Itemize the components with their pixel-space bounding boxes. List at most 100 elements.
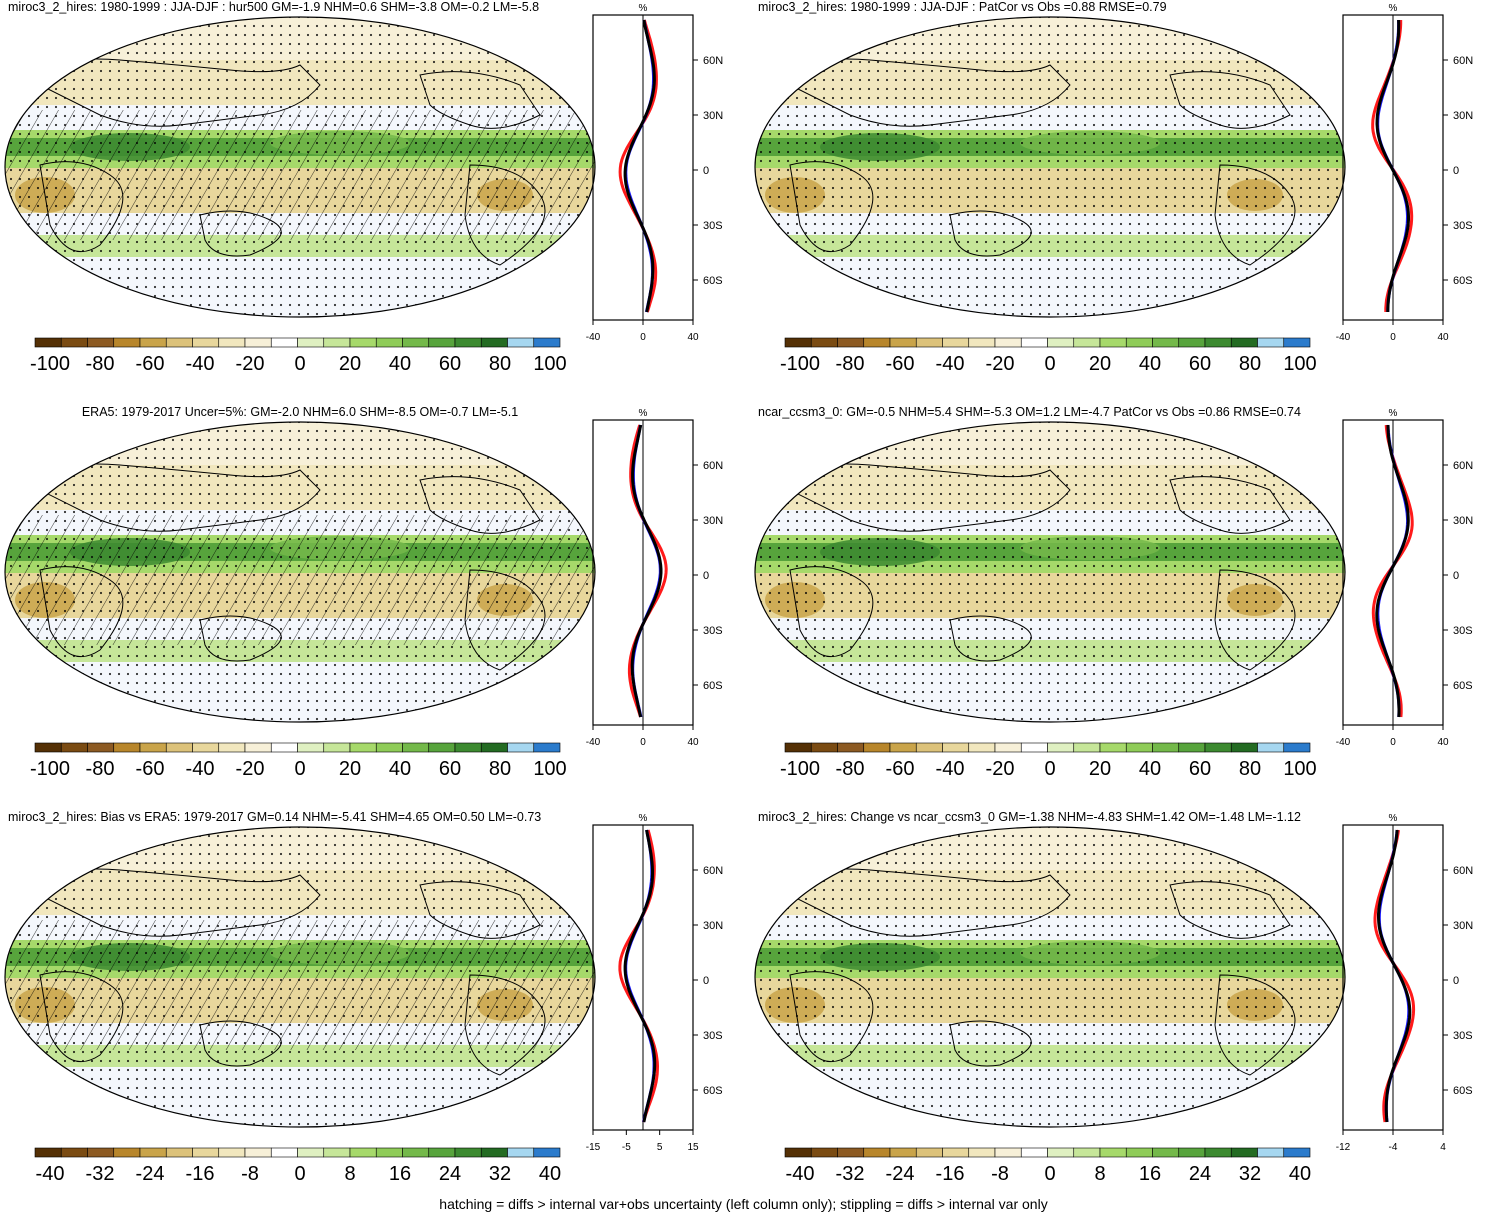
- colorbar-swatch: [1257, 337, 1285, 348]
- colorbar-swatch: [1073, 1147, 1101, 1158]
- colorbar-tick-label: 80: [489, 353, 511, 375]
- coastline: [789, 161, 874, 253]
- colorbar-tick-label: 80: [489, 758, 511, 780]
- colorbar-swatch: [1152, 742, 1180, 753]
- colorbar-tick-label: -40: [936, 353, 965, 375]
- colorbar-swatch: [1099, 742, 1127, 753]
- colorbar-tick-label: -20: [236, 758, 265, 780]
- colorbar-tick-label: 24: [439, 1163, 461, 1185]
- panel-title: miroc3_2_hires: Change vs ncar_ccsm3_0 G…: [758, 810, 1301, 824]
- colorbar-tick-label: -100: [30, 353, 70, 375]
- colorbar-swatch: [402, 742, 430, 753]
- colorbar-tick-label: -100: [780, 353, 820, 375]
- stippling-overlay: [755, 827, 1345, 1127]
- colorbar-swatch: [34, 742, 62, 753]
- hatching-overlay: [5, 515, 595, 645]
- colorbar-swatch: [784, 1147, 812, 1158]
- colorbar-swatch: [1020, 1147, 1048, 1158]
- black-zonal-curve: [1375, 19, 1410, 313]
- zonal-mean-plot: % -40 0 40 60N 30N 0 30S 60S: [586, 3, 723, 343]
- colorbar-swatch: [1152, 1147, 1180, 1158]
- black-zonal-curve: [623, 829, 657, 1123]
- colorbar-swatch: [218, 742, 246, 753]
- colorbar-tick-label: 16: [389, 1163, 411, 1185]
- colorbar-swatch: [1257, 742, 1285, 753]
- colorbar-swatch: [837, 1147, 865, 1158]
- map-panel-5: miroc3_2_hires: Bias vs ERA5: 1979-2017 …: [0, 810, 740, 1215]
- colorbar-swatch: [1257, 1147, 1285, 1158]
- latitude-tick-label: 60S: [703, 1085, 723, 1097]
- colorbar-tick-label: 0: [294, 1163, 305, 1185]
- colorbar-swatch: [810, 337, 838, 348]
- map-frame: [4, 16, 596, 318]
- colorbar-swatch: [810, 742, 838, 753]
- zonal-mean-plot: % -12 -4 4 60N 30N 0 30S 60S: [1336, 813, 1473, 1153]
- colorbar-swatch: [889, 742, 917, 753]
- zonal-x-tick-label: 15: [687, 1142, 699, 1153]
- colorbar-tick-label: 0: [1044, 1163, 1055, 1185]
- coastline: [18, 58, 321, 127]
- black-zonal-curve: [630, 424, 663, 718]
- colorbar-swatch: [1125, 1147, 1153, 1158]
- latitude-tick-label: 0: [1453, 570, 1459, 582]
- colorbar-swatch: [533, 1147, 561, 1158]
- colorbar-swatch: [810, 1147, 838, 1158]
- colorbar-tick-label: 0: [1044, 758, 1055, 780]
- colorbar-tick-label: -20: [986, 353, 1015, 375]
- colorbar-swatch: [942, 1147, 970, 1158]
- colorbar-tick-label: 40: [389, 353, 411, 375]
- colorbar-swatch: [297, 742, 325, 753]
- zonal-unit-label: %: [1389, 408, 1398, 419]
- latitude-tick-label: 30N: [1453, 515, 1473, 527]
- colorbar-tick-label: -40: [186, 758, 215, 780]
- colorbar-tick-label: -80: [836, 353, 865, 375]
- colorbar-tick-label: 0: [294, 353, 305, 375]
- colorbar-swatch: [784, 337, 812, 348]
- colorbar-swatch: [1020, 742, 1048, 753]
- colorbar-tick-label: 0: [294, 758, 305, 780]
- coastline: [419, 476, 541, 534]
- latitude-tick-label: 30N: [1453, 920, 1473, 932]
- colorbar-tick-label: -100: [780, 758, 820, 780]
- coastline: [199, 210, 282, 257]
- blue-zonal-curve: [1377, 829, 1411, 1123]
- colorbar-tick-label: -24: [136, 1163, 165, 1185]
- colorbar-swatch: [1073, 742, 1101, 753]
- colorbar-tick-label: 0: [1044, 353, 1055, 375]
- coastline: [464, 974, 546, 1076]
- robinson-map: [754, 826, 1346, 1128]
- colorbar-swatch: [1125, 742, 1153, 753]
- colorbar-swatch: [165, 337, 193, 348]
- map-panel-3: ERA5: 1979-2017 Uncer=5%: GM=-2.0 NHM=6.…: [0, 405, 740, 810]
- colorbar-swatch: [192, 1147, 220, 1158]
- zonal-x-tick-label: 40: [687, 332, 699, 343]
- colorbar-tick-label: -60: [136, 353, 165, 375]
- coastline: [949, 615, 1032, 662]
- coastline: [1169, 881, 1291, 939]
- coastline: [18, 868, 321, 937]
- colorbar-tick-label: 8: [344, 1163, 355, 1185]
- colorbar-swatch: [1283, 337, 1311, 348]
- blue-zonal-curve: [624, 829, 656, 1123]
- colorbar-tick-label: 60: [439, 353, 461, 375]
- map-field: [755, 422, 1345, 722]
- colorbar-swatch: [60, 742, 88, 753]
- colorbar-swatch: [454, 1147, 482, 1158]
- colorbar-tick-label: -40: [786, 1163, 815, 1185]
- colorbar-swatch: [1204, 1147, 1232, 1158]
- colorbar-swatch: [1230, 337, 1258, 348]
- colorbar-swatch: [889, 337, 917, 348]
- latitude-tick-label: 30N: [703, 515, 723, 527]
- latitude-tick-label: 60N: [703, 460, 723, 472]
- colorbar-swatch: [915, 742, 943, 753]
- zonal-mean-plot: % -40 0 40 60N 30N 0 30S 60S: [1336, 3, 1473, 343]
- latitude-tick-label: 60N: [703, 865, 723, 877]
- colorbar: -40 -32 -24 -16 -8 0 8 16 24 32 40: [784, 1147, 1311, 1185]
- colorbar-swatch: [1152, 337, 1180, 348]
- latitude-tick-label: 30S: [703, 1030, 723, 1042]
- zonal-unit-label: %: [1389, 813, 1398, 824]
- colorbar-tick-label: 20: [1089, 758, 1111, 780]
- colorbar-swatch: [1204, 742, 1232, 753]
- colorbar-swatch: [87, 742, 115, 753]
- colorbar: -100 -80 -60 -40 -20 0 20 40 60 80 100: [780, 337, 1317, 375]
